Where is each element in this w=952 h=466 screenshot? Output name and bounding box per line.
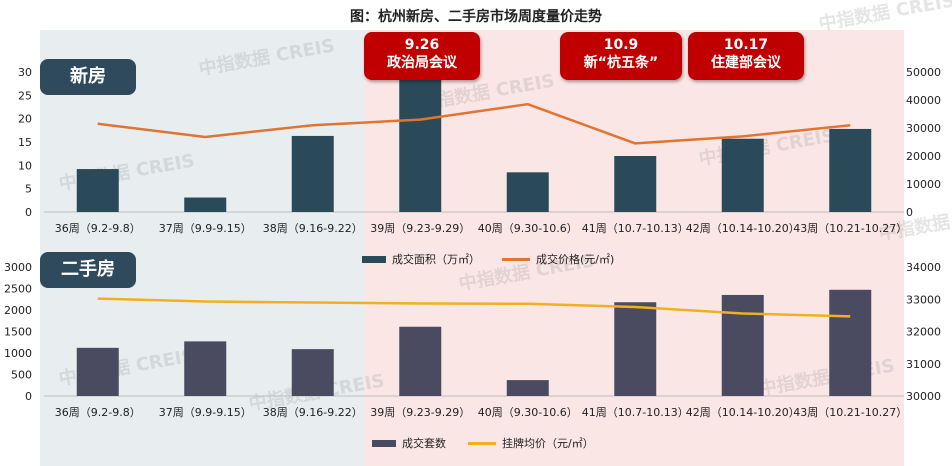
y-left-tick-label: 2500 (4, 283, 32, 296)
line-new-series (97, 102, 851, 145)
y-left-tick-label: 20 (18, 113, 32, 126)
y-right-tick-label: 50000 (906, 66, 941, 79)
event-name: 政治局会议 (387, 55, 457, 71)
y-right-tick-label: 10000 (906, 178, 941, 191)
legend-item-units: 成交套数 (372, 435, 446, 451)
y-left-tick-label: 5 (25, 183, 32, 196)
y-left-tick-label: 1500 (4, 326, 32, 339)
y-right-tick-label: 30000 (906, 122, 941, 135)
bar-sec-2 (291, 349, 334, 396)
y-right-tick-label: 0 (906, 206, 913, 219)
x-tick-label: 39周（9.23-9.29） (370, 406, 470, 419)
y-right-tick-label: 33000 (906, 293, 941, 306)
x-tick-label: 41周（10.7-10.13） (582, 222, 689, 235)
x-tick-label: 39周（9.23-9.29） (370, 222, 470, 235)
bar-sec-7 (829, 289, 872, 396)
bar-new-5 (614, 156, 657, 212)
y-left-tick-label: 10 (18, 159, 32, 172)
legend-label: 成交价格(元/㎡) (536, 253, 615, 266)
x-tick-label: 37周（9.9-9.15） (159, 406, 252, 419)
bar-new-1 (184, 197, 227, 212)
legend-label: 成交面积（万㎡） (392, 253, 480, 266)
legend-item-listing-price: 挂牌均价（元/㎡） (468, 435, 594, 451)
x-tick-label: 41周（10.7-10.13） (582, 406, 689, 419)
bar-sec-3 (399, 326, 442, 396)
bar-sec-6 (721, 294, 764, 396)
bar-new-2 (291, 135, 334, 212)
legend-new-house: 成交面积（万㎡） 成交价格(元/㎡) (362, 251, 636, 267)
x-tick-label: 43周（10.21-10.27） (793, 222, 907, 235)
event-badge-mohurd: 10.17 住建部会议 (688, 32, 804, 80)
bar-new-6 (721, 138, 764, 212)
event-date: 10.17 (723, 37, 769, 53)
legend-label: 成交套数 (402, 437, 446, 450)
legend-item-area: 成交面积（万㎡） (362, 251, 480, 267)
bar-sec-5 (614, 302, 657, 396)
line-sec-series (97, 297, 851, 318)
legend-label: 挂牌均价（元/㎡） (502, 437, 594, 450)
event-name: 住建部会议 (711, 55, 781, 71)
y-right-tick-label: 40000 (906, 94, 941, 107)
x-tick-label: 42周（10.14-10.20） (686, 406, 800, 419)
y-left-tick-label: 15 (18, 136, 32, 149)
y-left-tick-label: 30 (18, 66, 32, 79)
y-right-tick-label: 20000 (906, 150, 941, 163)
legend-second-hand: 成交套数 挂牌均价（元/㎡） (372, 435, 616, 451)
panel-label-new-house: 新房 (40, 59, 136, 95)
legend-item-price: 成交价格(元/㎡) (502, 251, 614, 267)
bar-sec-1 (184, 341, 227, 396)
y-right-tick-label: 30000 (906, 390, 941, 403)
event-date: 10.9 (603, 37, 639, 53)
event-badge-politburo: 9.26 政治局会议 (364, 32, 480, 80)
x-tick-label: 40周（9.30-10.6） (478, 222, 578, 235)
chart-title: 图：杭州新房、二手房市场周度量价走势 (350, 9, 602, 25)
event-badge-hangwutiao: 10.9 新“杭五条” (560, 32, 682, 80)
x-tick-label: 40周（9.30-10.6） (478, 406, 578, 419)
x-tick-label: 36周（9.2-9.8） (55, 406, 141, 419)
legend-swatch (362, 255, 386, 263)
x-tick-label: 38周（9.16-9.22） (263, 406, 363, 419)
bar-sec-4 (506, 380, 549, 396)
y-right-tick-label: 31000 (906, 358, 941, 371)
y-right-tick-label: 32000 (906, 326, 941, 339)
x-tick-label: 36周（9.2-9.8） (55, 222, 141, 235)
x-tick-label: 42周（10.14-10.20） (686, 222, 800, 235)
bar-new-4 (506, 172, 549, 212)
y-left-tick-label: 1000 (4, 347, 32, 360)
y-left-tick-label: 0 (25, 390, 32, 403)
y-left-tick-label: 2000 (4, 304, 32, 317)
x-tick-label: 37周（9.9-9.15） (159, 222, 252, 235)
y-left-tick-label: 0 (25, 206, 32, 219)
bar-new-3 (399, 74, 442, 212)
x-tick-label: 38周（9.16-9.22） (263, 222, 363, 235)
y-left-tick-label: 25 (18, 89, 32, 102)
event-name: 新“杭五条” (583, 55, 659, 71)
bar-new-7 (829, 128, 872, 212)
bar-new-0 (76, 169, 119, 212)
y-left-tick-label: 500 (11, 369, 32, 382)
y-right-tick-label: 34000 (906, 261, 941, 274)
x-tick-label: 43周（10.21-10.27） (793, 406, 907, 419)
legend-line (468, 441, 496, 445)
panel-label-second-hand: 二手房 (40, 252, 136, 288)
event-date: 9.26 (404, 37, 440, 53)
bar-sec-0 (76, 347, 119, 396)
y-left-tick-label: 3000 (4, 261, 32, 274)
legend-swatch (372, 439, 396, 447)
legend-line (502, 257, 530, 261)
